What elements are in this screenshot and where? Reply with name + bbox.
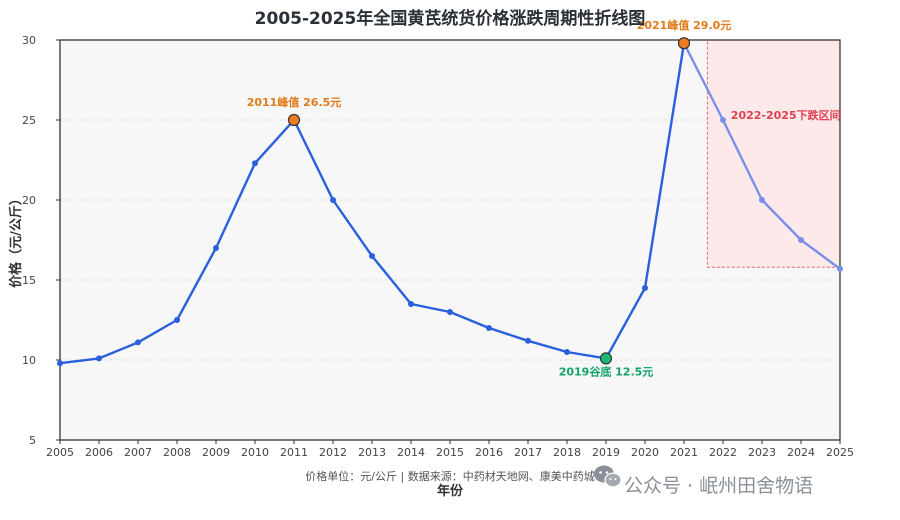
x-tick-label: 2016 xyxy=(475,446,503,459)
y-tick-label: 15 xyxy=(22,274,36,287)
x-tick-label: 2008 xyxy=(163,446,191,459)
annotations: 2011峰值 26.5元 2019谷底 12.5元 2021峰值 29.0元 xyxy=(247,18,732,378)
annotation-marker xyxy=(599,352,613,365)
series-segment xyxy=(604,286,647,360)
x-tick-label: 2024 xyxy=(787,446,815,459)
x-tick-label: 2021 xyxy=(670,446,698,459)
data-point xyxy=(798,237,804,243)
series-segment xyxy=(526,339,569,354)
series-segment xyxy=(760,198,803,242)
y-axis-label: 价格（元/公斤） xyxy=(8,192,24,288)
series-segment xyxy=(175,246,218,322)
x-tick-label: 2025 xyxy=(826,446,854,459)
data-point xyxy=(837,265,843,272)
x-tick-label: 2007 xyxy=(124,446,152,459)
decline-region xyxy=(706,39,841,268)
data-point xyxy=(174,317,180,323)
series-segment xyxy=(799,238,842,270)
chart-title: 2005-2025年全国黄芪统货价格涨跌周期性折线图 xyxy=(255,8,646,29)
x-tick-label: 2011 xyxy=(280,446,308,459)
series-segment xyxy=(448,310,491,330)
x-tick-label: 2023 xyxy=(748,446,776,459)
x-tick-label: 2009 xyxy=(202,446,230,459)
x-tick-label: 2005 xyxy=(46,446,74,459)
watermark: 公众号 · 岷州田舍物语 xyxy=(594,465,813,497)
x-tick-label: 2017 xyxy=(514,446,542,459)
x-tick-label: 2012 xyxy=(319,446,347,459)
data-point xyxy=(642,285,648,291)
x-tick-label: 2010 xyxy=(241,446,269,459)
y-tick-label: 25 xyxy=(22,114,36,127)
series-segment xyxy=(370,254,413,306)
data-point xyxy=(135,339,141,346)
annotation-label: 2019谷底 12.5元 xyxy=(559,364,654,378)
series-segment xyxy=(253,118,296,165)
series-segment xyxy=(331,198,374,258)
data-point xyxy=(369,253,375,259)
series-segment xyxy=(643,42,686,290)
data-point xyxy=(408,301,414,307)
price-series xyxy=(57,40,843,367)
series-segment xyxy=(721,118,764,202)
x-tick-label: 2022 xyxy=(709,446,737,459)
data-point xyxy=(486,325,492,331)
data-point xyxy=(720,117,726,123)
x-axis-label: 年份 xyxy=(437,483,464,499)
series-segment xyxy=(409,302,452,314)
data-point xyxy=(759,197,765,203)
decline-region-label: 2022-2025下跌区间 xyxy=(731,108,841,122)
y-tick-label: 5 xyxy=(29,434,36,447)
y-tick-label: 30 xyxy=(22,34,36,47)
x-tick-label: 2019 xyxy=(592,446,620,459)
wechat-icon xyxy=(594,465,622,488)
data-point xyxy=(96,355,102,362)
x-tick-label: 2014 xyxy=(397,446,425,459)
series-segment xyxy=(682,42,725,122)
x-tick-label: 2015 xyxy=(436,446,464,459)
annotation-marker xyxy=(677,37,691,50)
annotation-marker xyxy=(287,113,301,127)
series-segment xyxy=(58,357,101,365)
source-note: 价格单位：元/公斤 | 数据来源：中药材天地网、康美中药城 xyxy=(305,469,594,483)
data-point xyxy=(57,360,63,367)
watermark-text: 公众号 · 岷州田舍物语 xyxy=(624,475,813,497)
annotation-label: 2021峰值 29.0元 xyxy=(637,18,732,32)
series-segment xyxy=(214,161,257,250)
y-tick-label: 20 xyxy=(22,194,36,207)
series-segment xyxy=(565,350,608,360)
data-point xyxy=(525,337,531,344)
x-tick-label: 2006 xyxy=(85,446,113,459)
data-point xyxy=(330,197,336,203)
x-tick-label: 2018 xyxy=(553,446,581,459)
series-segment xyxy=(292,118,335,202)
x-tick-label: 2013 xyxy=(358,446,386,459)
data-point xyxy=(213,245,219,251)
annotation-label: 2011峰值 26.5元 xyxy=(247,95,342,109)
x-tick-label: 2020 xyxy=(631,446,659,459)
series-segment xyxy=(136,318,179,344)
data-point xyxy=(447,309,453,315)
series-segment xyxy=(487,326,530,342)
y-tick-label: 10 xyxy=(22,354,36,367)
series-segment xyxy=(97,341,140,360)
data-point xyxy=(564,349,570,355)
data-point xyxy=(252,160,258,167)
